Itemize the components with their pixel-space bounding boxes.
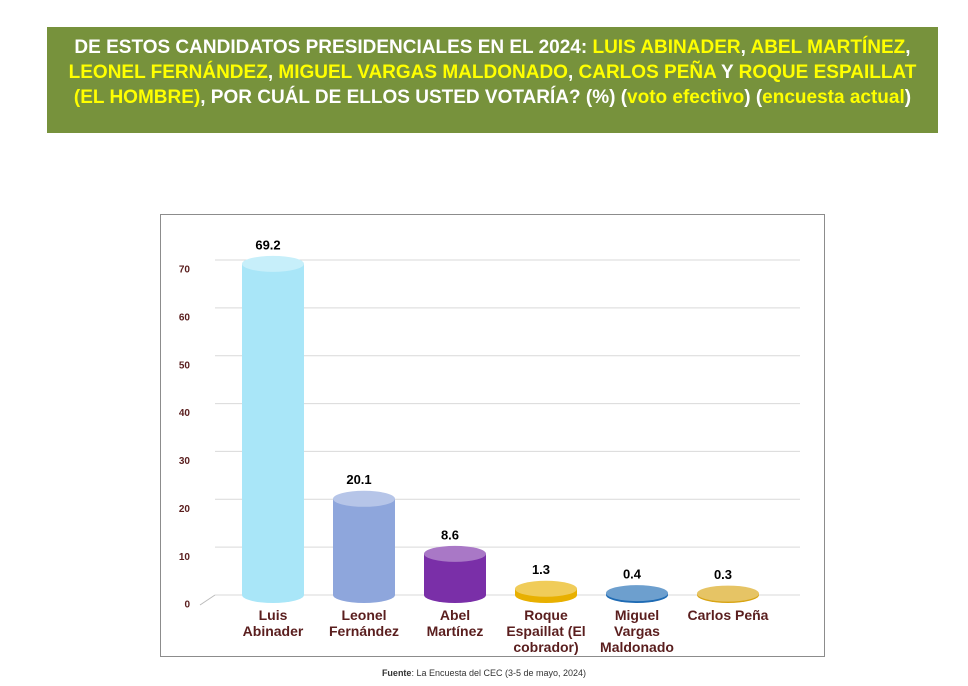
bar [242,263,304,595]
value-label: 0.4 [623,567,642,582]
chart-frame [160,214,825,657]
y-tick-label: 60 [179,312,191,323]
title-part: ) ( [744,87,763,108]
title-part: ABEL MARTÍNEZ [750,37,906,58]
value-label: 20.1 [346,472,371,487]
title-part: , [905,37,911,58]
title-part: , [740,37,751,58]
y-tick-label: 30 [179,456,191,467]
title-part: CARLOS PEÑA [578,62,717,83]
source-text: : La Encuesta del CEC (3-5 de mayo, 2024… [411,668,587,678]
bar-top [424,545,486,562]
source: Fuente: La Encuesta del CEC (3-5 de mayo… [0,668,968,678]
source-label: Fuente [381,668,412,678]
value-label: 0.3 [714,567,732,582]
bar-top [333,490,395,507]
value-label: 69.2 [255,237,280,252]
bar-top [515,580,577,597]
x-tick-label: Luis Abinader [242,607,304,639]
y-tick-label: 70 [179,265,191,276]
chart-title: DE ESTOS CANDIDATOS PRESIDENCIALES EN EL… [47,27,938,133]
bar-top [697,585,759,602]
title-part: LEONEL FERNÁNDEZ [68,62,268,83]
x-tick-label: Abel Martínez [426,607,484,639]
title-part: encuesta actual [762,87,905,108]
bar-top [242,255,304,272]
title-part: , [567,62,579,83]
bar-top [606,585,668,602]
value-label: 8.6 [441,527,459,542]
y-tick-label: 10 [179,552,191,563]
title-part: , POR CUÁL DE ELLOS USTED VOTARÍA? (%) ( [200,87,628,108]
y-tick-label: 20 [179,504,191,515]
y-tick-label: 0 [184,600,190,611]
bar [333,498,395,595]
y-tick-label: 40 [179,408,191,419]
x-tick-label: Leonel Fernández [328,607,399,639]
title-part: DE ESTOS CANDIDATOS PRESIDENCIALES EN EL… [74,37,593,58]
x-tick-label: Carlos Peña [687,607,769,623]
x-tick-label: Miguel Vargas Maldonado [600,607,674,655]
title-part: ROQUE ESPAILLAT (EL HOMBRE) [73,62,917,108]
title-part: voto efectivo [627,87,745,108]
title-part: Y [716,62,739,83]
value-label: 1.3 [532,562,550,577]
y-tick-label: 50 [179,360,191,371]
x-tick-label: Roque Espaillat (El cobrador) [506,607,586,655]
title-part: , [267,62,279,83]
title-part: LUIS ABINADER [592,37,741,58]
title-part: ) [904,87,912,108]
title-part: MIGUEL VARGAS MALDONADO [278,62,568,83]
axis-line [199,594,216,606]
